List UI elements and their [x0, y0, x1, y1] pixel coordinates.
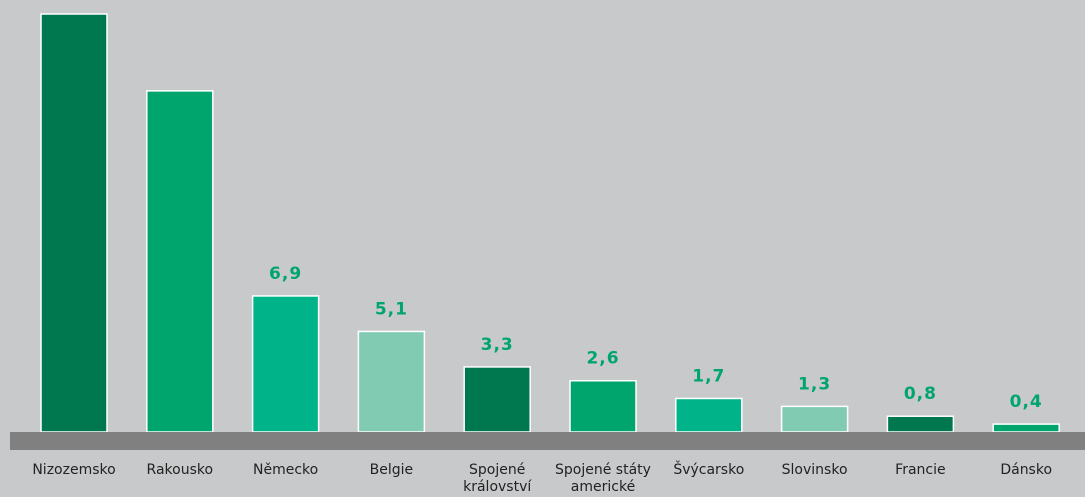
value-label: 0,8 — [904, 384, 937, 404]
x-tick-label: Belgie — [369, 462, 414, 478]
value-label: 1,7 — [692, 366, 725, 386]
bar — [569, 379, 637, 433]
x-tick-label: Švýcarsko — [673, 462, 745, 478]
x-tick-label: Německo — [252, 462, 319, 478]
x-tick-label: Rakousko — [146, 462, 214, 478]
x-tick-label: Nizozemsko — [32, 462, 116, 478]
value-label: 6,9 — [269, 264, 302, 284]
x-tick-label: Spojené státy americké — [555, 462, 651, 495]
value-label: 3,3 — [481, 335, 514, 355]
x-tick-label: Dánsko — [1000, 462, 1053, 478]
bar — [251, 295, 320, 433]
x-tick-label: Slovinsko — [781, 462, 848, 478]
bar — [675, 397, 743, 433]
x-tick-label: Spojené království — [463, 462, 532, 495]
bar — [780, 405, 849, 433]
axis-band — [10, 432, 1085, 450]
value-label: 5,1 — [375, 299, 408, 319]
bar — [463, 366, 531, 433]
bar — [146, 90, 214, 433]
x-tick-label: Francie — [895, 462, 946, 478]
bar — [992, 423, 1060, 433]
value-label: 2,6 — [586, 349, 619, 369]
value-label: 1,3 — [798, 374, 831, 394]
bar — [886, 415, 955, 433]
value-label: 0,4 — [1010, 392, 1043, 412]
bar — [357, 330, 426, 433]
bar — [40, 13, 108, 433]
